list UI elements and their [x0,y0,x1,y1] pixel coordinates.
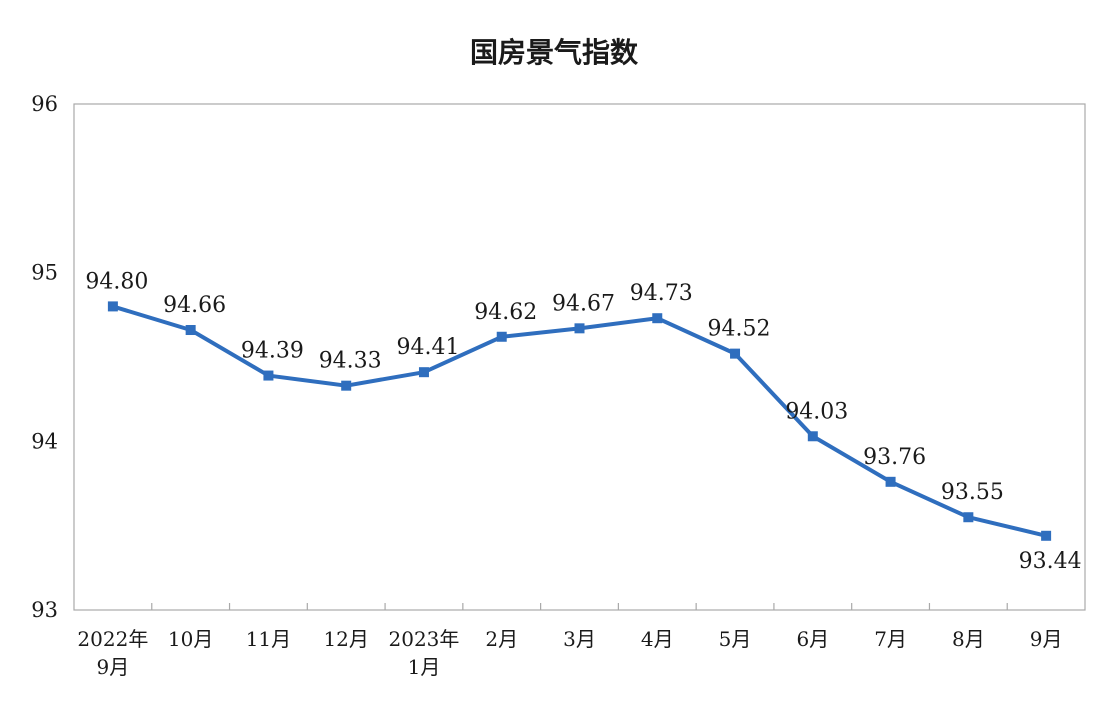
data-point [1041,530,1052,541]
y-tick-label: 96 [31,92,58,116]
data-point [107,301,118,312]
data-label: 94.03 [785,399,848,424]
data-point [730,348,741,359]
x-axis: 2022年 9月 10月 11月 12月 2023年 1月 2月 3月 4月 5月 6月 7月 8月 9月 [77,603,1062,679]
x-tick-label: 2月 [485,627,518,651]
x-tick-label: 9月 [97,655,130,679]
data-label: 94.80 [85,269,148,294]
series [107,301,1052,541]
x-tick-label: 7月 [874,627,907,651]
data-point [263,370,274,381]
x-tick-label: 2023年 [389,627,460,651]
x-tick-label: 6月 [796,627,829,651]
data-point [185,325,196,336]
data-point [574,323,585,334]
data-label: 94.67 [552,291,615,316]
data-point [807,431,818,442]
data-point [963,512,974,523]
data-labels: 94.80 94.66 94.39 94.33 94.41 94.62 94.67 94.73… [85,269,1081,573]
x-tick-label: 10月 [168,627,213,651]
x-tick-label: 1月 [408,655,441,679]
x-tick-label: 11月 [246,627,291,651]
x-tick-label: 3月 [563,627,596,651]
data-label: 93.55 [941,480,1004,505]
data-point [418,367,429,378]
data-point [341,380,352,391]
y-axis: 93 94 95 96 [31,92,58,622]
data-label: 94.33 [319,349,382,374]
y-tick-label: 93 [31,598,58,622]
x-tick-label: 8月 [952,627,985,651]
data-point [496,331,507,342]
x-tick-label: 4月 [641,627,674,651]
y-tick-label: 94 [31,429,58,453]
data-label: 94.73 [630,281,693,306]
data-label: 94.66 [163,293,226,318]
x-tick-label: 12月 [323,627,368,651]
chart-title: 国房景气指数 [470,36,639,69]
data-label: 94.62 [474,300,537,325]
data-label: 93.76 [863,445,926,470]
data-label: 94.41 [396,335,459,360]
x-tick-label: 2022年 [77,627,148,651]
data-point [652,313,663,324]
data-label: 94.39 [241,339,304,364]
y-tick-label: 95 [31,261,58,285]
plot-frame [73,103,1086,611]
x-tick-label: 5月 [719,627,752,651]
x-tick-label: 9月 [1030,627,1063,651]
data-label: 93.44 [1019,549,1082,574]
data-point [885,476,896,487]
data-label: 94.52 [708,317,771,342]
